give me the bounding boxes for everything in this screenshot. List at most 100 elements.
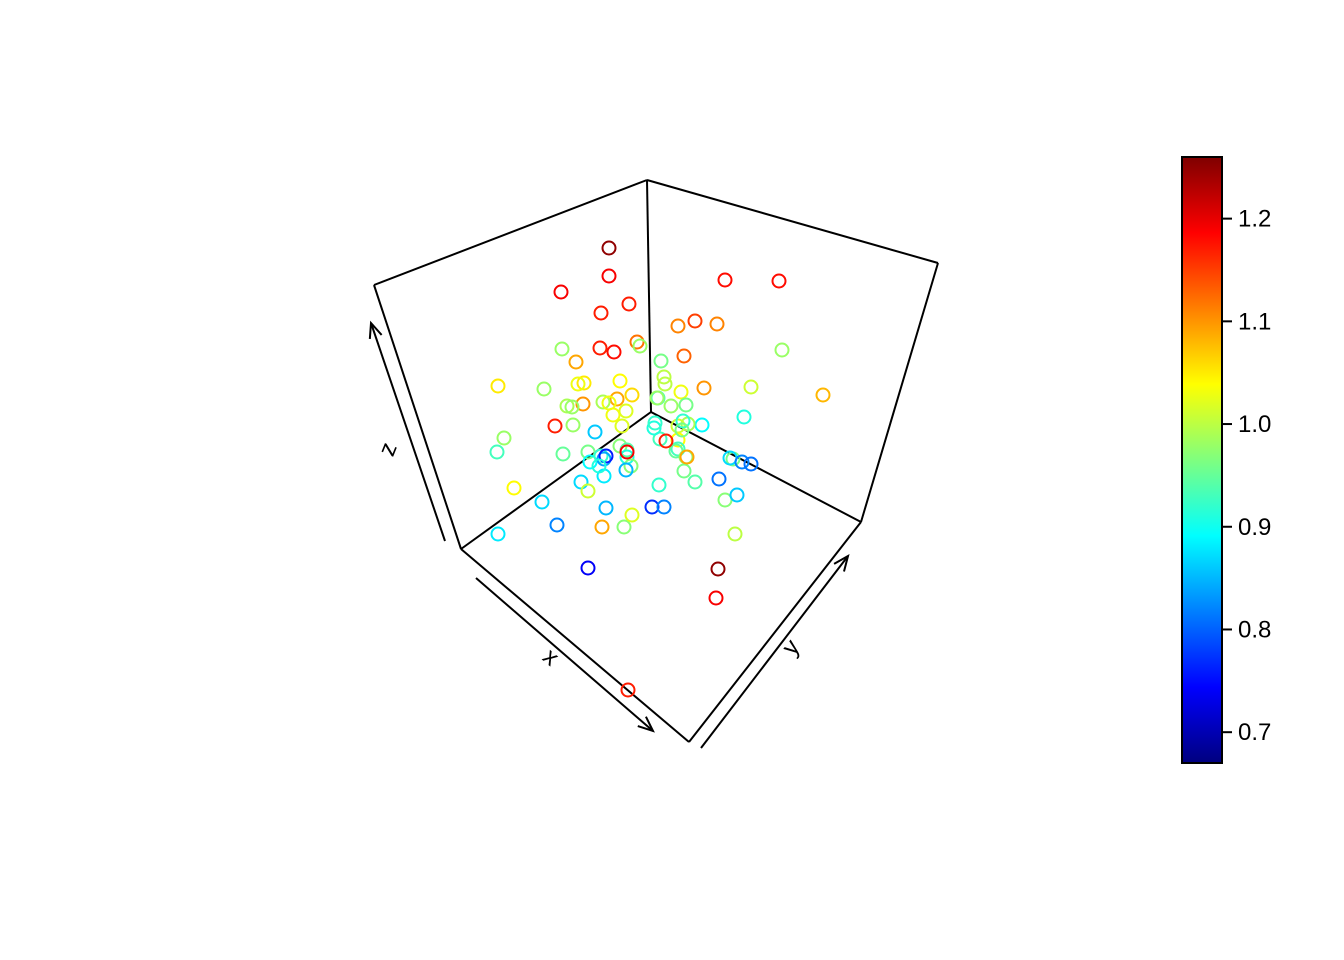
x-axis-arrow (475, 577, 654, 732)
box-edge (688, 521, 862, 743)
data-point (743, 379, 759, 395)
data-point (653, 353, 669, 369)
data-point (663, 398, 679, 414)
y-axis-arrow-head (833, 553, 850, 572)
data-point (676, 463, 692, 479)
data-point (624, 507, 640, 523)
x-axis-arrow-head (637, 716, 655, 733)
data-point (592, 340, 608, 356)
data-point (553, 284, 569, 300)
data-point (815, 387, 831, 403)
data-point (678, 397, 694, 413)
data-point (774, 342, 790, 358)
data-point (534, 494, 550, 510)
data-point (673, 384, 689, 400)
box-edge (373, 284, 462, 550)
data-point (656, 499, 672, 515)
data-point (555, 446, 571, 462)
data-point (679, 449, 695, 465)
data-point (649, 390, 665, 406)
colorbar-tick-label: 1.0 (1238, 411, 1271, 438)
z-axis-arrow-head (368, 320, 383, 340)
data-point (771, 273, 787, 289)
box-edge (646, 179, 939, 264)
data-point (632, 338, 648, 354)
box-edge (860, 262, 939, 523)
data-point (729, 487, 745, 503)
data-point (573, 474, 589, 490)
data-point (687, 313, 703, 329)
data-point (490, 526, 506, 542)
data-point (694, 417, 710, 433)
data-point (594, 519, 610, 535)
data-point (629, 334, 645, 350)
data-point (734, 454, 750, 470)
data-point (651, 477, 667, 493)
data-point (676, 348, 692, 364)
data-point (743, 456, 759, 472)
data-point (587, 424, 603, 440)
data-point (593, 448, 609, 464)
colorbar-tick-label: 0.9 (1238, 514, 1271, 541)
data-point (658, 433, 674, 449)
data-point (657, 376, 673, 392)
colorbar: 0.7 0.8 0.9 1.0 1.1 1.2 (1181, 156, 1271, 764)
data-point (616, 519, 632, 535)
data-point (620, 682, 636, 698)
colorbar-tick-label: 1.2 (1238, 206, 1271, 233)
x-axis-label: x (538, 643, 565, 671)
data-point (727, 526, 743, 542)
data-point (598, 448, 614, 464)
data-point (614, 418, 630, 434)
data-point (710, 561, 726, 577)
data-point (708, 590, 724, 606)
data-point (568, 354, 584, 370)
data-point (601, 240, 617, 256)
data-point (489, 444, 505, 460)
data-point (609, 391, 625, 407)
data-point (575, 396, 591, 412)
data-point (496, 430, 512, 446)
data-point (564, 399, 580, 415)
data-point (580, 444, 596, 460)
data-point (605, 407, 621, 423)
data-point (612, 373, 628, 389)
data-point (670, 441, 686, 457)
data-point (618, 403, 634, 419)
plot-box (373, 179, 939, 743)
box-edge (373, 179, 648, 286)
data-point (717, 272, 733, 288)
data-point (598, 500, 614, 516)
data-point (618, 462, 634, 478)
data-point (711, 471, 727, 487)
colorbar-tick-label: 0.8 (1238, 616, 1271, 643)
data-point (576, 375, 592, 391)
box-edge (460, 411, 652, 550)
data-point (580, 560, 596, 576)
data-point (565, 417, 581, 433)
data-point (549, 517, 565, 533)
data-point (506, 480, 522, 496)
axis-arrows (368, 320, 850, 749)
data-point (595, 394, 611, 410)
z-axis-arrow (370, 322, 446, 542)
box-edge (646, 179, 652, 413)
data-point (591, 458, 607, 474)
data-point (547, 418, 563, 434)
data-point (687, 474, 703, 490)
data-point (580, 483, 596, 499)
data-point (490, 378, 506, 394)
y-axis-label: y (777, 634, 806, 660)
data-point (670, 318, 686, 334)
data-point (656, 369, 672, 385)
colorbar-tick-label: 1.1 (1238, 308, 1271, 335)
data-point (624, 387, 640, 403)
data-point (696, 380, 712, 396)
data-point (619, 444, 635, 460)
y-axis-arrow (700, 555, 849, 749)
data-point (570, 376, 586, 392)
data-point (593, 305, 609, 321)
data-point (536, 381, 552, 397)
data-point (674, 422, 690, 438)
